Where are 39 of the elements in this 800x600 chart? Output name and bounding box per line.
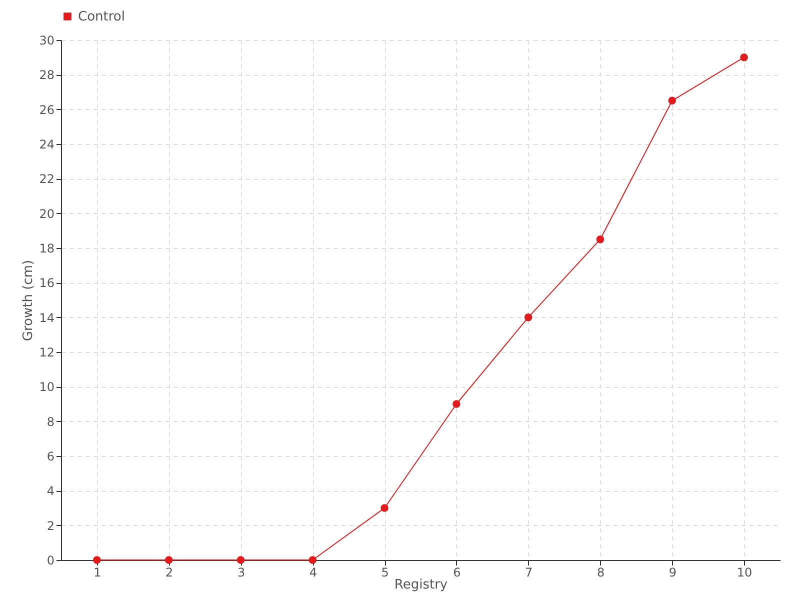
x-tick-label: 3 [237, 566, 246, 580]
y-axis-title: Growth (cm) [21, 260, 36, 342]
y-tick-label: 24 [39, 138, 54, 152]
y-tick-label: 20 [39, 206, 54, 221]
y-tick-label: 10 [39, 380, 54, 394]
y-tick-label: 8 [46, 414, 54, 429]
point [308, 556, 317, 564]
point [380, 504, 388, 512]
y-tick-label: 30 [39, 34, 54, 48]
y-tick-label: 22 [39, 172, 54, 186]
y-tick-label: 12 [39, 346, 54, 360]
point [164, 556, 173, 564]
point [596, 235, 604, 244]
y-tick-label: 2 [46, 518, 54, 533]
y-tick-label: 26 [39, 102, 54, 117]
x-tick-label: 10 [736, 566, 752, 580]
legend-label: Control [78, 10, 125, 24]
y-tick-label: 16 [39, 276, 54, 290]
x-tick-label: 1 [94, 566, 102, 580]
y-tick-label: 28 [39, 68, 54, 82]
x-axis-title: Registry [394, 578, 448, 592]
x-tick-label: 8 [596, 566, 605, 580]
point [452, 400, 460, 408]
y-tick-label: 14 [39, 310, 54, 325]
x-tick-label: 7 [525, 566, 533, 580]
x-tick-label: 2 [166, 566, 174, 580]
point [740, 53, 748, 62]
y-tick-label: 4 [46, 484, 54, 498]
point [668, 96, 676, 105]
point [93, 556, 101, 564]
point [524, 313, 532, 322]
x-tick-label: 4 [309, 566, 317, 580]
point [236, 556, 245, 564]
x-tick-label: 9 [668, 566, 676, 580]
y-tick-label: 0 [46, 554, 54, 568]
y-tick-label: 6 [46, 450, 54, 464]
y-tick-label: 18 [39, 242, 54, 256]
x-tick-label: 6 [453, 566, 461, 580]
x-tick-label: 5 [381, 566, 389, 580]
